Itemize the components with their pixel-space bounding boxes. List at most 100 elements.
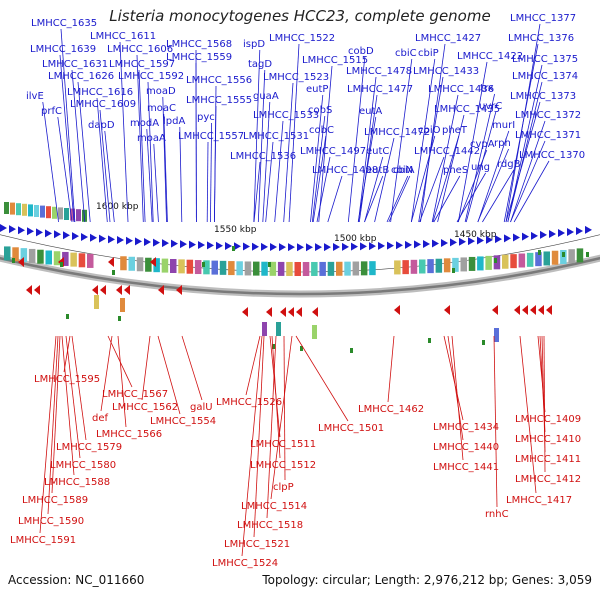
forward-gene-arrow <box>243 242 250 251</box>
reverse-gene-arrow <box>288 307 294 317</box>
reverse-gene-label: LMHCC_1462 <box>358 404 424 415</box>
leader-line <box>163 113 168 223</box>
leader-line <box>257 69 266 223</box>
feature-marker <box>268 262 271 267</box>
reverse-gene-label: LMHCC_1521 <box>224 539 290 550</box>
reverse-gene-arrow <box>280 307 286 317</box>
gene-block <box>576 248 584 263</box>
leader-line <box>437 114 465 223</box>
gene-block <box>419 259 426 274</box>
gene-block <box>87 253 94 268</box>
gene-block <box>28 248 36 263</box>
forward-gene-label: LMHCC_1472 <box>364 127 430 138</box>
forward-gene-arrow <box>387 241 394 250</box>
gene-block <box>468 256 476 271</box>
leader-line <box>410 58 436 223</box>
gene-block <box>70 252 77 267</box>
reverse-gene-arrow <box>530 305 536 315</box>
forward-gene-arrow <box>360 242 367 251</box>
leader-line <box>39 335 57 534</box>
forward-gene-arrow <box>36 228 43 237</box>
leader-line <box>503 43 539 223</box>
forward-gene-arrow <box>144 238 151 247</box>
gene-block <box>311 261 318 276</box>
gene-block <box>153 258 160 273</box>
reverse-gene-label: LMHCC_1511 <box>250 439 316 450</box>
gene-block <box>253 261 260 276</box>
leader-line <box>245 335 261 396</box>
forward-gene-arrow <box>369 242 376 251</box>
leader-line <box>96 97 108 223</box>
forward-gene-arrow <box>558 228 565 237</box>
gene-block <box>136 257 144 272</box>
leader-line <box>117 335 127 428</box>
reverse-gene-label: LMHCC_1589 <box>22 495 88 506</box>
forward-gene-arrow <box>351 242 358 251</box>
reverse-gene-label: LMHCC_1412 <box>515 474 581 485</box>
gene-arrows <box>0 224 592 317</box>
reverse-gene-label: LMHCC_1410 <box>515 434 581 445</box>
forward-gene-label: LMHCC_1436 <box>428 84 494 95</box>
gene-block <box>402 260 409 275</box>
leader-line <box>431 94 459 223</box>
forward-gene-label: LMHCC_1635 <box>31 18 97 29</box>
forward-gene-arrow <box>99 234 106 243</box>
forward-gene-arrow <box>54 230 61 239</box>
feature-markers <box>12 246 589 353</box>
leader-line <box>358 94 378 223</box>
reverse-gene-arrow <box>124 285 130 295</box>
leader-line <box>253 161 261 223</box>
forward-gene-arrow <box>531 231 538 240</box>
leader-line <box>456 172 486 223</box>
forward-gene-label: LMHCC_1597 <box>109 59 175 70</box>
reverse-gene-label: LMHCC_1409 <box>515 414 581 425</box>
gene-block <box>494 328 499 342</box>
gene-block <box>244 261 252 276</box>
reverse-gene-label: LMHCC_1411 <box>515 454 581 465</box>
gene-block <box>568 249 575 264</box>
feature-marker <box>350 348 353 353</box>
leader-line <box>47 335 59 515</box>
forward-gene-label: LMHCC_1478 <box>346 66 412 77</box>
scale-tick-label: 1600 kbp <box>96 202 139 212</box>
forward-gene-label: prfC <box>41 106 62 117</box>
forward-gene-label: LMHCC_1374 <box>512 71 578 82</box>
forward-gene-arrow <box>45 229 52 238</box>
feature-marker <box>586 252 589 257</box>
gene-block <box>52 206 57 219</box>
gene-block <box>76 209 81 222</box>
reverse-gene-label: LMHCC_1441 <box>433 462 499 473</box>
reverse-gene-label: LMHCC_1518 <box>237 520 303 531</box>
gene-block <box>37 249 44 264</box>
reverse-gene-arrow <box>108 257 114 267</box>
leader-line <box>311 115 326 223</box>
forward-gene-arrow <box>432 239 439 248</box>
gene-block <box>10 202 15 215</box>
leader-line <box>270 335 293 500</box>
gene-block <box>20 248 28 263</box>
forward-gene-label: LMHCC_1531 <box>243 131 309 142</box>
forward-gene-arrow <box>225 242 232 250</box>
forward-gene-arrow <box>576 226 583 235</box>
feature-marker <box>272 344 275 349</box>
forward-gene-arrow <box>495 235 502 244</box>
forward-gene-arrow <box>63 231 70 240</box>
forward-gene-label: tagD <box>248 59 272 70</box>
reverse-gene-label: def <box>92 413 109 424</box>
forward-gene-arrow <box>324 243 331 252</box>
gene-block <box>543 251 550 266</box>
leader-line <box>388 175 411 223</box>
gene-block <box>452 257 459 272</box>
leader-line <box>181 335 203 401</box>
forward-gene-label: LMHCC_1498 <box>312 165 378 176</box>
forward-gene-label: cobD <box>348 46 374 57</box>
forward-gene-label: rph <box>494 138 511 149</box>
reverse-gene-label: LMHCC_1417 <box>506 495 572 506</box>
gene-block <box>435 258 443 273</box>
forward-gene-label: eutA <box>359 106 382 117</box>
forward-gene-arrow <box>315 243 322 252</box>
leader-line <box>433 175 461 223</box>
forward-gene-arrow <box>549 229 556 238</box>
leader-line <box>507 81 543 223</box>
